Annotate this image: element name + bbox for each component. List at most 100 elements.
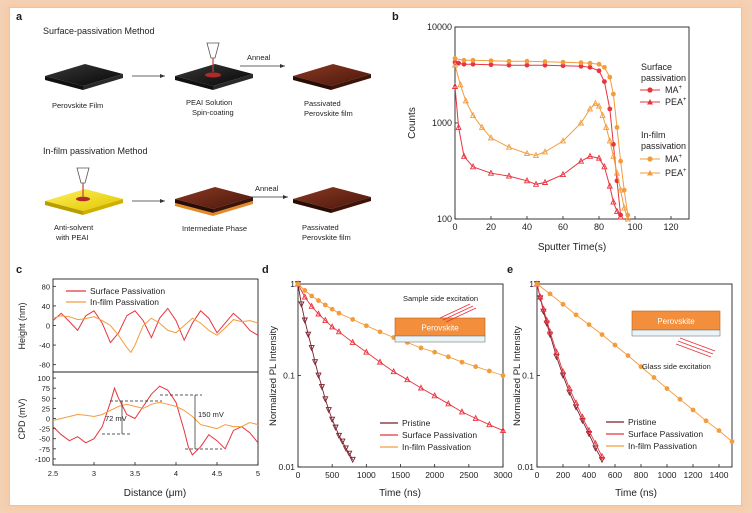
data-point xyxy=(473,364,479,370)
data-point xyxy=(451,61,459,68)
y-tick-label: 1000 xyxy=(432,118,452,128)
data-point xyxy=(607,74,613,80)
data-point xyxy=(452,56,458,61)
y-tick-label: 0.01 xyxy=(517,462,534,472)
series-line xyxy=(454,58,629,216)
data-point xyxy=(532,180,540,187)
data-point xyxy=(456,60,461,66)
data-point xyxy=(566,384,573,392)
b-legend-pea-2: PEA+ xyxy=(665,168,687,178)
b-legend-surface-1: Surface xyxy=(641,62,672,72)
data-point xyxy=(308,302,315,309)
data-point xyxy=(462,97,469,104)
data-point xyxy=(472,414,479,421)
data-point xyxy=(417,384,425,391)
data-point xyxy=(316,298,321,303)
series-line xyxy=(454,86,622,218)
data-point xyxy=(469,162,477,170)
data-point xyxy=(592,99,599,106)
data-point xyxy=(573,312,579,318)
data-point xyxy=(470,57,476,63)
data-point xyxy=(478,123,486,130)
data-point xyxy=(613,207,621,214)
plot-b-legend: Surface passivation MA+ PEA+ In-film pas… xyxy=(640,62,687,178)
data-point xyxy=(598,452,606,460)
row1-label-passivated: Passivated xyxy=(304,99,341,108)
data-point xyxy=(559,367,567,375)
x-tick-label: 20 xyxy=(486,222,496,232)
data-point xyxy=(418,345,424,351)
x-tick-label: 3000 xyxy=(494,470,513,480)
d-inset-glass xyxy=(394,335,486,343)
x-tick-label: 400 xyxy=(582,470,596,480)
data-point xyxy=(559,137,567,144)
c-legend-infilm: In-film Passivation xyxy=(90,297,159,307)
row2-label-with-peai: with PEAI xyxy=(55,233,89,242)
row2-label-antisolvent: Anti-solvent xyxy=(54,223,94,232)
series-line xyxy=(454,65,629,220)
x-tick-label: 2500 xyxy=(459,470,478,480)
data-point xyxy=(329,416,336,423)
figure-canvas: a Surface-passivation Method In-film pas… xyxy=(16,11,735,499)
data-point xyxy=(587,60,593,66)
plot-b-content: 100 1000 10000 0 20 40 60 80 100 120 xyxy=(427,22,679,232)
series-line xyxy=(536,283,733,442)
d-legend-surface: Surface Passivation xyxy=(402,430,477,440)
data-point xyxy=(560,63,566,69)
data-point xyxy=(579,417,586,425)
y-tick-label: -50 xyxy=(39,435,50,444)
infilm-method-title: In-film passivation Method xyxy=(43,146,148,156)
b-legend-ma-1: MA+ xyxy=(665,85,683,95)
data-point xyxy=(611,91,616,97)
data-point xyxy=(329,323,336,330)
data-point xyxy=(625,353,631,359)
e-xlabel: Time (ns) xyxy=(615,488,657,499)
series-line xyxy=(454,61,622,216)
data-point xyxy=(596,61,602,67)
data-point xyxy=(534,281,540,287)
data-point xyxy=(486,368,492,374)
plot-e-legend: Pristine Surface Passivation In-film Pas… xyxy=(606,417,703,451)
data-point xyxy=(560,59,566,65)
data-point xyxy=(542,62,548,68)
data-point xyxy=(612,342,618,348)
d-laser-icon xyxy=(439,303,477,323)
data-point xyxy=(431,391,438,399)
x-tick-label: 40 xyxy=(522,222,532,232)
d-ylabel: Normalized PL Intensity xyxy=(268,326,279,426)
data-point xyxy=(618,158,623,164)
data-point xyxy=(585,426,593,434)
b-legend-pea-1: PEA+ xyxy=(665,97,687,107)
data-point xyxy=(432,349,438,355)
data-point xyxy=(470,61,476,67)
data-point xyxy=(614,124,620,130)
d-inset-label: Sample side excitation xyxy=(403,294,478,303)
series-line xyxy=(52,401,259,430)
data-point xyxy=(298,301,305,308)
d-inset-perovskite-label: Perovskite xyxy=(421,324,459,333)
data-point xyxy=(592,439,599,447)
y-tick-label: 0 xyxy=(46,322,50,331)
data-point xyxy=(487,169,495,176)
data-point xyxy=(560,301,566,307)
data-point xyxy=(305,331,312,338)
data-point xyxy=(602,79,607,84)
data-point xyxy=(577,119,585,126)
panel-letter-a: a xyxy=(16,11,23,23)
data-point xyxy=(587,64,593,70)
y-tick-label: 0 xyxy=(46,415,50,424)
data-point xyxy=(603,123,610,130)
panel-letter-d: d xyxy=(262,264,269,276)
data-point xyxy=(488,62,494,68)
data-point xyxy=(610,152,617,159)
x-tick-label: 3.5 xyxy=(130,469,140,478)
x-tick-label: 3 xyxy=(92,469,96,478)
data-point xyxy=(547,291,553,297)
data-point xyxy=(332,424,339,431)
y-tick-label: 0.1 xyxy=(522,371,534,381)
data-point xyxy=(599,332,605,337)
data-point xyxy=(524,58,530,64)
data-point xyxy=(335,328,343,335)
data-point xyxy=(690,407,696,413)
plot-c-top-content: -80 -40 0 40 80 xyxy=(39,282,259,370)
